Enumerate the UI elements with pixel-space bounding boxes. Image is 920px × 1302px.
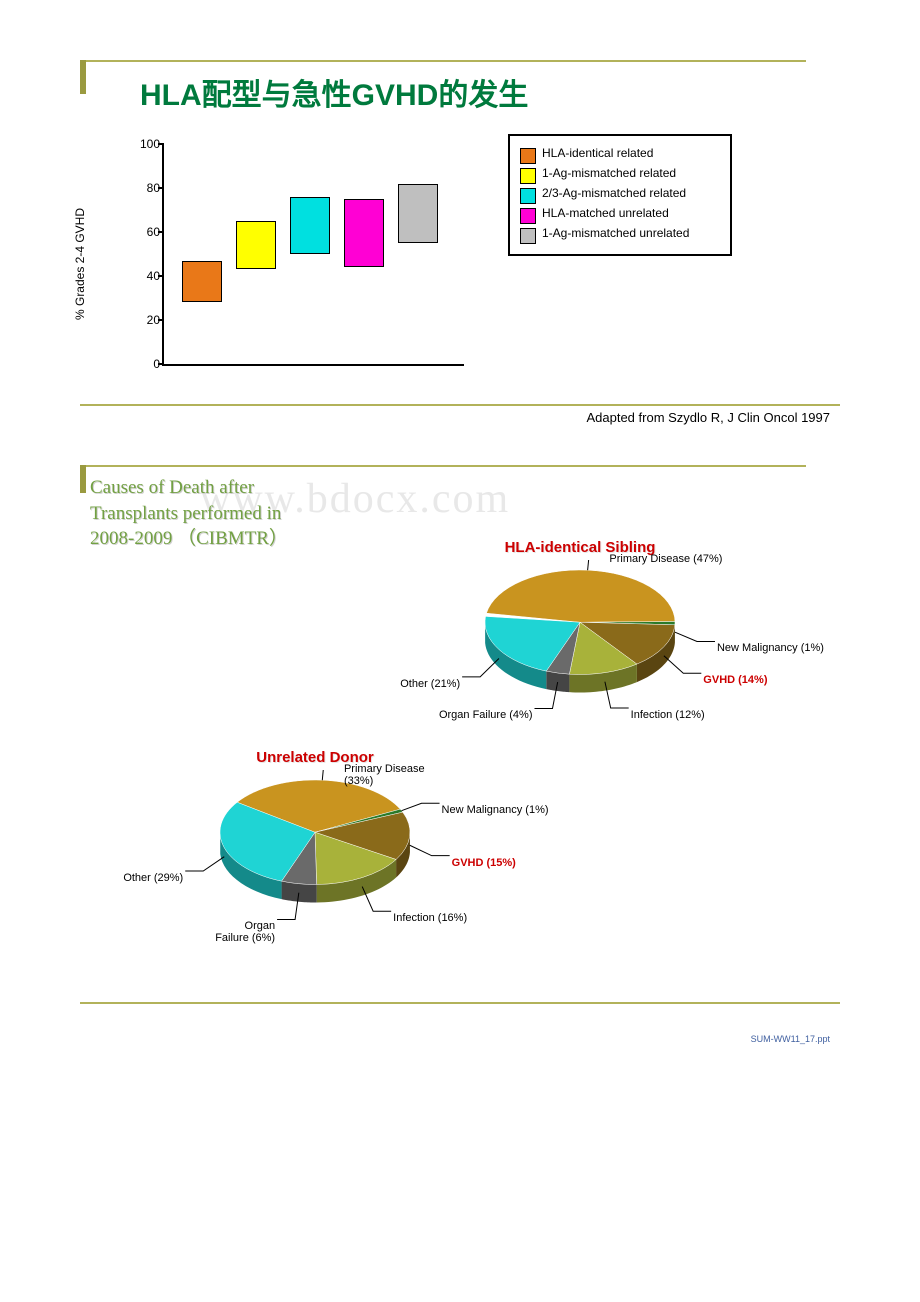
slide-causes-of-death: www.bdocx.com Causes of Death after Tran… — [80, 465, 840, 1044]
legend-swatch — [520, 208, 536, 224]
legend-swatch — [520, 168, 536, 184]
legend-item: HLA-identical related — [520, 146, 720, 164]
plot-area: 020406080100 — [162, 144, 464, 366]
bar-chart: % Grades 2-4 GVHD 020406080100 — [110, 134, 490, 394]
pie-label: Primary Disease(33%) — [344, 763, 425, 787]
slide1-title: HLA配型与急性GVHD的发生 — [140, 60, 840, 114]
pie-label: OrganFailure (6%) — [215, 920, 275, 944]
callout-leader — [410, 845, 450, 855]
pie-side — [546, 671, 569, 692]
legend-label: 1-Ag-mismatched related — [542, 166, 676, 181]
legend-label: 2/3-Ag-mismatched related — [542, 186, 686, 201]
callout-leader — [185, 857, 224, 871]
y-tick-mark — [158, 231, 164, 233]
y-tick-label: 100 — [130, 137, 160, 151]
y-tick-mark — [158, 363, 164, 365]
citation: Adapted from Szydlo R, J Clin Oncol 1997 — [80, 410, 830, 425]
accent-bar — [80, 60, 86, 94]
pie-label: Other (29%) — [123, 872, 183, 884]
slide2-title: Causes of Death after Transplants perfor… — [90, 475, 288, 552]
pie-title: HLA-identical Sibling — [355, 539, 805, 556]
y-tick-label: 40 — [130, 269, 160, 283]
y-tick-mark — [158, 275, 164, 277]
pies-container: HLA-identical SiblingPrimary Disease (47… — [80, 552, 840, 992]
pie-label: Infection (16%) — [393, 912, 467, 924]
legend-label: 1-Ag-mismatched unrelated — [542, 226, 689, 241]
accent-rule-top — [86, 465, 806, 467]
y-tick-mark — [158, 143, 164, 145]
pie-label: New Malignancy (1%) — [442, 804, 549, 816]
y-axis-label: % Grades 2-4 GVHD — [73, 208, 87, 320]
pie-label: Organ Failure (4%) — [439, 709, 533, 721]
y-tick-mark — [158, 187, 164, 189]
legend: HLA-identical related 1-Ag-mismatched rel… — [508, 134, 732, 256]
y-tick-mark — [158, 319, 164, 321]
legend-label: HLA-matched unrelated — [542, 206, 669, 221]
callout-leader — [675, 632, 715, 641]
callout-leader — [322, 770, 342, 780]
y-tick-label: 20 — [130, 313, 160, 327]
y-tick-label: 0 — [130, 357, 160, 371]
bar — [290, 197, 330, 254]
legend-swatch — [520, 228, 536, 244]
legend-item: 1-Ag-mismatched unrelated — [520, 226, 720, 244]
pie-slice — [486, 570, 675, 622]
pie-label: Primary Disease (47%) — [609, 553, 722, 565]
footer-code: SUM-WW11_17.ppt — [80, 1034, 830, 1044]
slide-hla-gvhd: HLA配型与急性GVHD的发生 % Grades 2-4 GVHD 020406… — [80, 60, 840, 425]
legend-swatch — [520, 148, 536, 164]
pie-chart: HLA-identical SiblingPrimary Disease (47… — [355, 539, 805, 743]
y-tick-label: 60 — [130, 225, 160, 239]
legend-item: 1-Ag-mismatched related — [520, 166, 720, 184]
legend-item: 2/3-Ag-mismatched related — [520, 186, 720, 204]
pie-label: GVHD (15%) — [452, 857, 516, 869]
callout-leader — [588, 560, 608, 570]
divider — [80, 404, 840, 406]
legend-label: HLA-identical related — [542, 146, 653, 161]
pie-label: Other (21%) — [400, 678, 460, 690]
bar — [182, 261, 222, 303]
title-line: 2008-2009 （CIBMTR） — [90, 528, 288, 549]
callout-leader — [664, 656, 701, 673]
bar — [236, 221, 276, 269]
divider — [80, 1002, 840, 1004]
title-line: Causes of Death after — [90, 477, 254, 498]
pie-chart: Unrelated DonorPrimary Disease(33%)New M… — [90, 749, 540, 953]
bar — [344, 199, 384, 267]
pie-label: GVHD (14%) — [703, 674, 767, 686]
pie-label: New Malignancy (1%) — [717, 642, 824, 654]
title-line: Transplants performed in — [90, 503, 281, 524]
y-tick-label: 80 — [130, 181, 160, 195]
pie-label: Infection (12%) — [631, 709, 705, 721]
callout-leader — [402, 803, 440, 810]
legend-item: HLA-matched unrelated — [520, 206, 720, 224]
pie-title: Unrelated Donor — [90, 749, 540, 766]
bar — [398, 184, 438, 243]
legend-swatch — [520, 188, 536, 204]
accent-bar — [80, 465, 86, 493]
accent-rule-top — [86, 60, 806, 62]
